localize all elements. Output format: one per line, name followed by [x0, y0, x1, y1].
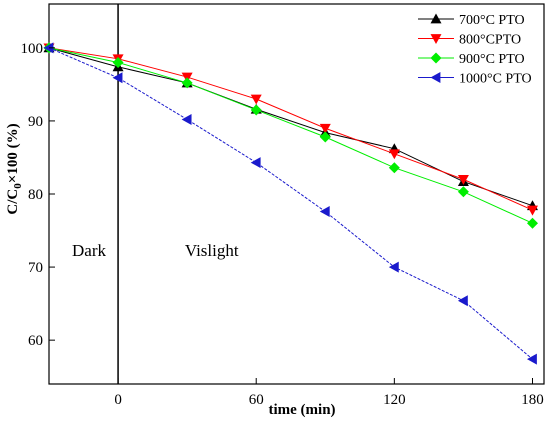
legend-label: 900°C PTO — [459, 52, 525, 67]
data-point — [181, 113, 192, 125]
legend-marker — [430, 52, 442, 64]
x-tick-label: 60 — [249, 392, 264, 408]
x-tick-label: 180 — [521, 392, 544, 408]
data-point — [181, 77, 193, 89]
series-layer — [43, 42, 538, 365]
legend-label: 1000°C PTO — [459, 72, 532, 87]
data-point — [250, 104, 262, 116]
y-axis-title-rest: ×100 (%) — [5, 123, 21, 183]
legend-entry-3: 900°C PTO — [418, 52, 525, 67]
y-axis-title: C/C0×100 (%) — [5, 123, 24, 214]
axis-ticks: 0 60 120 180 60 70 80 90 100 — [21, 41, 544, 408]
series-line — [48, 47, 533, 224]
legend-entry-2: 800°CPTO — [418, 33, 521, 48]
data-point — [526, 217, 538, 229]
legend-marker — [430, 13, 442, 24]
y-tick-label: 70 — [28, 260, 43, 276]
data-point — [250, 157, 261, 169]
data-point — [457, 295, 468, 307]
y-tick-label: 80 — [28, 187, 43, 203]
data-point — [388, 261, 399, 273]
data-point — [319, 206, 330, 218]
legend-label: 800°CPTO — [459, 33, 521, 48]
x-tick-label: 0 — [114, 392, 122, 408]
y-tick-label: 100 — [21, 41, 44, 57]
data-point — [319, 123, 331, 134]
series-4 — [43, 42, 537, 365]
legend-marker — [430, 34, 442, 44]
annotation-label: Dark — [72, 241, 106, 260]
data-point — [112, 72, 123, 84]
data-point — [457, 186, 469, 198]
y-tick-label: 90 — [28, 114, 43, 130]
data-point — [250, 94, 262, 105]
x-axis-title: time (min) — [268, 402, 335, 418]
y-tick-label: 60 — [28, 333, 43, 349]
data-point — [526, 353, 537, 365]
series-line — [48, 47, 533, 211]
legend-label: 700°C PTO — [459, 13, 525, 28]
legend-marker — [430, 72, 441, 83]
data-point — [388, 162, 400, 174]
data-point — [319, 131, 331, 143]
annotations: Dark Vislight — [72, 241, 239, 260]
series-line — [48, 47, 533, 360]
series-line — [48, 47, 533, 207]
x-tick-label: 120 — [383, 392, 406, 408]
y-axis-title-subscript: 0 — [12, 183, 24, 189]
legend-entry-1: 700°C PTO — [418, 13, 525, 28]
legend: 700°C PTO 800°CPTO 900°C PTO 1000°C PTO — [418, 13, 532, 87]
data-point — [457, 174, 469, 185]
data-point — [526, 205, 538, 216]
legend-entry-4: 1000°C PTO — [418, 72, 532, 87]
data-point — [43, 42, 54, 54]
annotation-label: Vislight — [185, 241, 239, 260]
y-axis-title-main: C/C — [5, 189, 21, 215]
data-point — [112, 56, 124, 68]
data-point — [388, 149, 400, 160]
